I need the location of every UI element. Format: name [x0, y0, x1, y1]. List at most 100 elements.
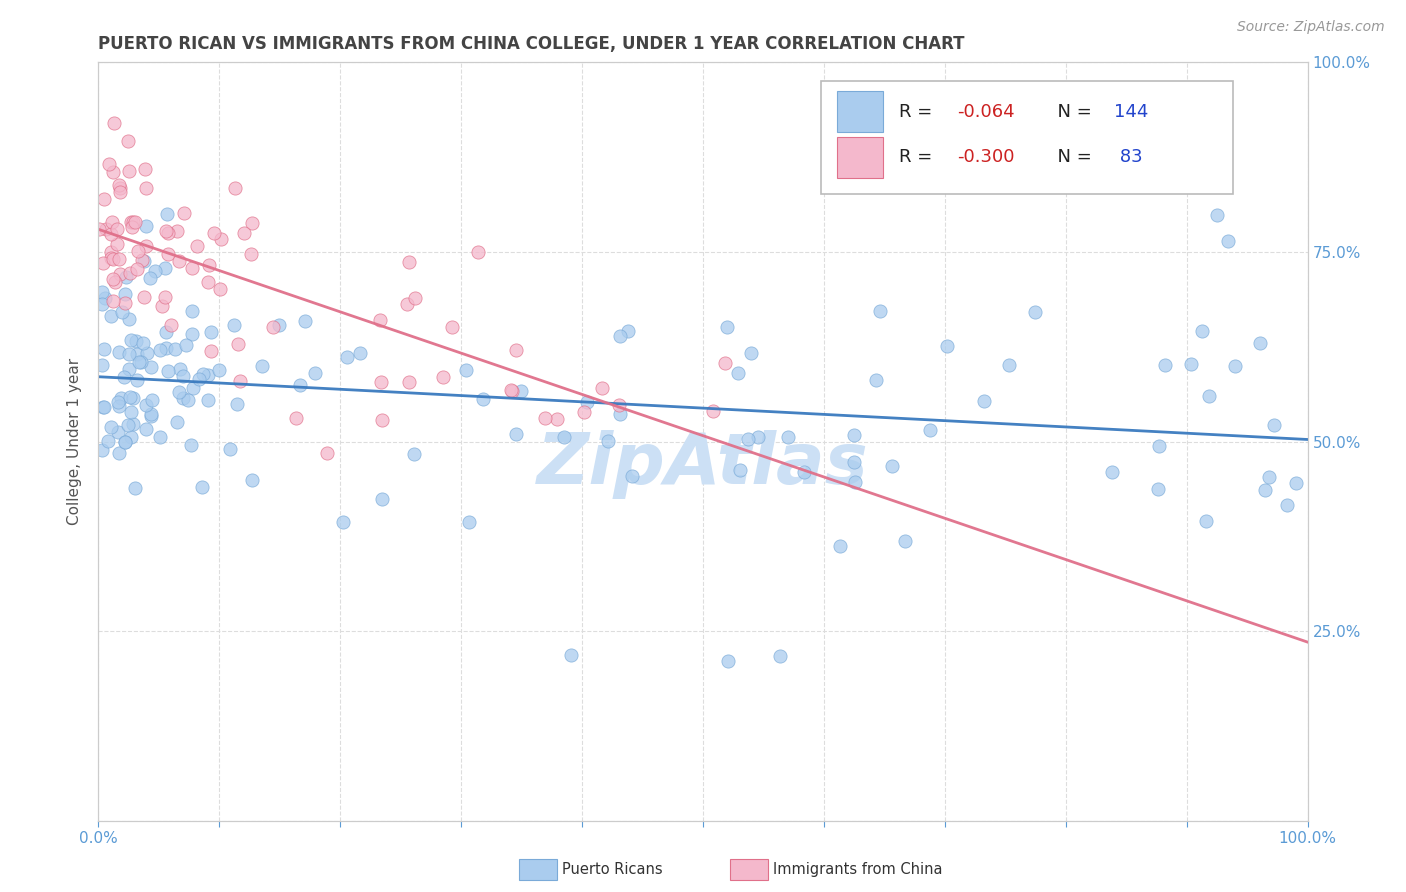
Point [100, 227, 122, 242]
Point [609, 407, 631, 421]
Point [111, 305, 134, 319]
Point [370, 413, 392, 427]
Point [110, 267, 132, 281]
Point [131, 253, 153, 268]
Point [197, 258, 219, 272]
Point [737, 432, 759, 446]
Point [166, 415, 188, 429]
Point [1223, 359, 1246, 373]
Point [160, 318, 183, 332]
Point [127, 244, 149, 258]
Point [163, 342, 186, 356]
Point [124, 215, 146, 229]
Point [370, 375, 392, 389]
Point [187, 371, 209, 385]
Point [122, 391, 145, 405]
Point [93, 343, 115, 357]
Point [226, 337, 249, 351]
Point [139, 407, 162, 421]
Text: 144: 144 [1114, 103, 1149, 120]
Point [219, 442, 242, 456]
Point [262, 319, 284, 334]
Point [93, 291, 115, 305]
Point [105, 237, 128, 252]
Point [118, 361, 141, 376]
Point [920, 423, 942, 437]
Point [1198, 389, 1220, 403]
Point [1149, 439, 1171, 453]
Point [155, 341, 177, 355]
Point [101, 271, 124, 285]
Point [336, 350, 359, 364]
Point [467, 245, 489, 260]
Point [398, 255, 420, 269]
Point [155, 325, 177, 339]
Point [135, 422, 157, 436]
Point [181, 327, 204, 342]
Point [108, 345, 131, 359]
Text: Source: ZipAtlas.com: Source: ZipAtlas.com [1237, 20, 1385, 34]
Point [136, 346, 159, 360]
Point [112, 369, 135, 384]
Point [117, 134, 139, 148]
Text: R =: R = [898, 103, 938, 120]
Point [617, 324, 640, 338]
Point [93, 256, 115, 270]
Point [716, 319, 738, 334]
Point [118, 311, 141, 326]
Point [91, 443, 114, 458]
Point [91, 358, 114, 372]
Point [100, 215, 122, 229]
Point [727, 366, 749, 380]
Point [395, 297, 418, 311]
Point [842, 428, 865, 442]
Point [180, 438, 202, 452]
Point [233, 227, 256, 241]
Point [121, 219, 143, 234]
Point [114, 435, 136, 450]
Point [157, 364, 180, 378]
Point [197, 368, 219, 382]
FancyBboxPatch shape [837, 91, 883, 132]
Point [139, 360, 162, 375]
Point [609, 329, 631, 343]
Point [114, 269, 136, 284]
Point [181, 260, 204, 275]
Point [120, 266, 142, 280]
Point [591, 381, 613, 395]
Point [1275, 498, 1298, 512]
Point [844, 455, 866, 469]
Point [97, 157, 120, 171]
Point [202, 226, 225, 240]
Text: R =: R = [898, 148, 938, 166]
Point [132, 336, 155, 351]
Point [135, 238, 157, 252]
Point [155, 290, 177, 304]
Point [229, 374, 252, 388]
Point [120, 390, 142, 404]
Point [118, 346, 141, 360]
Point [103, 252, 125, 266]
Point [197, 276, 219, 290]
Point [200, 326, 222, 340]
Point [505, 343, 527, 357]
Point [200, 343, 222, 358]
Point [176, 393, 198, 408]
FancyBboxPatch shape [821, 81, 1233, 194]
Point [252, 359, 274, 374]
Point [1249, 336, 1271, 351]
Point [122, 417, 145, 432]
Point [152, 299, 174, 313]
Point [197, 392, 219, 407]
Point [181, 304, 204, 318]
Text: Immigrants from China: Immigrants from China [773, 863, 943, 877]
Point [93, 193, 115, 207]
Point [269, 318, 291, 332]
Point [100, 420, 122, 434]
Point [432, 370, 454, 384]
Point [1191, 324, 1213, 338]
Point [124, 481, 146, 495]
Point [125, 347, 148, 361]
Point [404, 291, 426, 305]
Point [91, 401, 114, 415]
